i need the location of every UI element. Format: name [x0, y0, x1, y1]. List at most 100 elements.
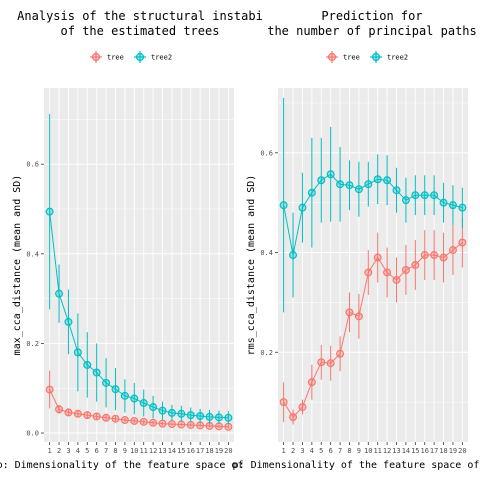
x-tick-label: 19 — [215, 447, 223, 455]
data-point — [298, 203, 307, 212]
legend-key-point — [135, 52, 145, 62]
x-tick-label: 14 — [168, 447, 176, 455]
data-point — [45, 385, 54, 394]
data-point — [139, 417, 148, 426]
data-point — [289, 251, 298, 260]
y-tick-label: 0.4 — [260, 249, 273, 257]
data-point — [73, 409, 82, 418]
x-tick-label: 11 — [139, 447, 147, 455]
x-tick-label: 3 — [66, 447, 70, 455]
plot-panel-background — [44, 88, 234, 442]
data-point — [64, 317, 73, 326]
data-point — [383, 176, 392, 185]
data-point — [139, 399, 148, 408]
data-point — [55, 289, 64, 298]
data-point — [448, 201, 457, 210]
x-tick-label: 20 — [458, 447, 466, 455]
x-tick-label: 12 — [149, 447, 157, 455]
data-point — [73, 348, 82, 357]
data-point — [448, 246, 457, 255]
data-point — [364, 268, 373, 277]
x-tick-label: 9 — [123, 447, 127, 455]
data-point — [120, 416, 129, 425]
x-tick-label: 13 — [158, 447, 166, 455]
x-tick-label: 17 — [196, 447, 204, 455]
data-point — [158, 419, 167, 428]
x-tick-label: 8 — [113, 447, 117, 455]
series-tree2 — [45, 113, 233, 425]
data-point — [317, 358, 326, 367]
data-point — [439, 198, 448, 207]
x-tick-label: 10 — [130, 447, 138, 455]
data-point — [392, 275, 401, 284]
data-point — [205, 412, 214, 421]
series-line — [49, 389, 229, 428]
y-tick-label: 0.6 — [26, 161, 39, 169]
x-tick-label: 9 — [357, 447, 361, 455]
x-axis-title: p: Dimensionality of the feature space o… — [233, 460, 480, 471]
x-tick-label: 11 — [373, 447, 381, 455]
data-point — [401, 265, 410, 274]
data-point — [111, 414, 120, 423]
chart-title-line: Analysis of the structural instabi — [17, 9, 263, 23]
data-point — [298, 403, 307, 412]
data-point — [420, 251, 429, 260]
legend-key-point — [91, 52, 101, 62]
data-point — [336, 349, 345, 358]
data-point — [177, 420, 186, 429]
data-point — [439, 253, 448, 262]
x-tick-label: 6 — [329, 447, 333, 455]
x-tick-label: 14 — [402, 447, 410, 455]
x-tick-label: 18 — [205, 447, 213, 455]
y-tick-label: 0.0 — [26, 430, 39, 438]
y-axis-title: rms_cca_distance (mean and SD) — [246, 175, 257, 356]
x-tick-label: 13 — [392, 447, 400, 455]
x-tick-label: 6 — [95, 447, 99, 455]
x-tick-label: 1 — [282, 447, 286, 455]
data-point — [149, 403, 158, 412]
data-point — [354, 312, 363, 321]
data-point — [336, 180, 345, 189]
chart-title-line: Prediction for — [321, 9, 422, 23]
data-point — [430, 251, 439, 260]
data-point — [196, 412, 205, 421]
data-point — [83, 411, 92, 420]
x-tick-label: 2 — [291, 447, 295, 455]
data-point — [158, 406, 167, 415]
x-tick-label: 8 — [347, 447, 351, 455]
x-tick-label: 20 — [224, 447, 232, 455]
data-point — [102, 378, 111, 387]
data-point — [120, 391, 129, 400]
y-tick-label: 0.4 — [26, 250, 39, 258]
x-tick-label: 16 — [187, 447, 195, 455]
data-point — [345, 308, 354, 317]
data-point — [401, 196, 410, 205]
data-point — [186, 411, 195, 420]
data-point — [411, 261, 420, 270]
x-tick-label: 5 — [85, 447, 89, 455]
data-point — [45, 207, 54, 216]
x-axis-title: p: Dimensionality of the feature space o… — [0, 460, 243, 471]
data-point — [167, 408, 176, 417]
series-tree2 — [279, 97, 467, 313]
data-point — [458, 203, 467, 212]
series-tree — [45, 370, 233, 431]
data-point — [373, 175, 382, 184]
series-line — [283, 173, 463, 256]
data-point — [326, 359, 335, 368]
x-tick-label: 16 — [421, 447, 429, 455]
y-tick-label: 0.2 — [26, 340, 39, 348]
x-tick-label: 17 — [430, 447, 438, 455]
series-tree — [279, 217, 467, 425]
y-tick-label: 0.6 — [260, 149, 273, 157]
data-point — [307, 378, 316, 387]
data-point — [458, 238, 467, 247]
data-point — [345, 181, 354, 190]
data-point — [130, 416, 139, 425]
x-tick-label: 15 — [411, 447, 419, 455]
data-point — [392, 186, 401, 195]
data-point — [279, 201, 288, 210]
data-point — [214, 413, 223, 422]
data-point — [289, 413, 298, 422]
